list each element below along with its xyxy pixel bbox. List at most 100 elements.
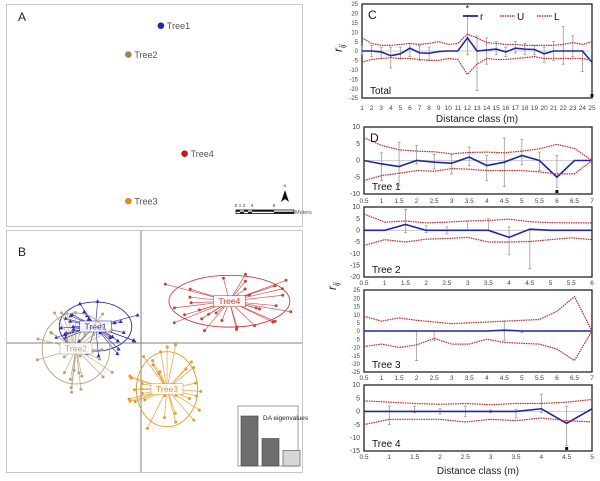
data-point bbox=[127, 397, 131, 401]
data-point bbox=[244, 272, 248, 276]
x-tick-label: 21 bbox=[550, 105, 558, 112]
y-tick-label: -10 bbox=[350, 435, 360, 442]
x-tick-label: 12 bbox=[464, 105, 472, 112]
significance-marker bbox=[590, 94, 594, 97]
x-tick-label: 4.5 bbox=[525, 280, 534, 287]
data-point bbox=[79, 387, 83, 391]
y-tick-label: 25 bbox=[353, 288, 360, 294]
x-tick-label: 2 bbox=[438, 454, 442, 461]
da-group-tree3: Tree3 bbox=[127, 343, 203, 430]
series-u-line bbox=[363, 295, 593, 332]
data-point bbox=[140, 382, 144, 386]
x-tick-label: 2.5 bbox=[430, 198, 439, 205]
x-tick-label: 3 bbox=[466, 280, 470, 287]
data-point bbox=[159, 350, 163, 354]
x-tick-label: 1 bbox=[380, 375, 384, 382]
chart-d3: 25 20 15 10 5 0 -5 -10 -15 -20 -250.5 1 1.5 2 2.5 3 3.5 4… bbox=[351, 288, 594, 382]
data-point bbox=[199, 389, 203, 393]
x-tick-label: 18 bbox=[521, 105, 529, 112]
y-tick-label: -5 bbox=[354, 174, 360, 181]
data-point bbox=[188, 287, 192, 291]
data-point bbox=[77, 301, 82, 306]
x-tick-label: 6 bbox=[590, 280, 594, 287]
data-point bbox=[54, 335, 59, 339]
tree-label: Tree2 bbox=[134, 50, 157, 60]
data-point bbox=[173, 411, 177, 415]
x-tick-label: 0.5 bbox=[359, 454, 368, 461]
y-tick-label: -10 bbox=[350, 251, 360, 258]
y-tick-label: -10 bbox=[351, 346, 360, 352]
y-tick-label: -15 bbox=[351, 354, 360, 360]
y-tick-label: 20 bbox=[351, 12, 358, 18]
data-point bbox=[68, 377, 72, 381]
x-tick-label: 5 bbox=[520, 198, 524, 205]
y-tick-label: 10 bbox=[352, 124, 360, 131]
data-point bbox=[59, 325, 64, 330]
y-tick-label: -10 bbox=[349, 68, 358, 74]
panel-b-da-plot: B Tree1 Tree2 Tree3 Tree4 DA eigenvalues bbox=[6, 230, 309, 473]
y-tick-label: -5 bbox=[354, 239, 360, 246]
y-tick-label: 5 bbox=[356, 141, 360, 148]
data-point bbox=[151, 363, 155, 367]
x-tick-label: 3 bbox=[379, 105, 383, 112]
data-point bbox=[71, 324, 76, 329]
y-tick-label: 10 bbox=[352, 204, 360, 211]
y-tick-label: 10 bbox=[352, 382, 360, 389]
chart-label: Tree 4 bbox=[372, 439, 401, 450]
scale-tick: 1 bbox=[239, 203, 242, 208]
data-point bbox=[214, 311, 218, 315]
eigen-bar bbox=[282, 450, 301, 467]
eigen-bar bbox=[261, 438, 280, 467]
scale-tick: 2 bbox=[243, 203, 246, 208]
data-point bbox=[60, 311, 64, 315]
y-tick-label: -15 bbox=[350, 263, 360, 270]
data-point bbox=[63, 371, 67, 375]
data-point bbox=[70, 312, 75, 317]
x-tick-label: 5.5 bbox=[567, 280, 576, 287]
y-tick-label: 0 bbox=[357, 329, 361, 335]
data-point bbox=[116, 346, 121, 351]
data-point bbox=[35, 358, 39, 362]
data-point bbox=[139, 387, 143, 391]
spoke-line bbox=[160, 351, 168, 390]
x-tick-label: 2 bbox=[370, 105, 374, 112]
data-point bbox=[133, 400, 137, 404]
series-r-line bbox=[364, 223, 592, 239]
data-point bbox=[53, 311, 57, 315]
y-tick-label: 10 bbox=[351, 30, 358, 36]
x-tick-label: 6 bbox=[555, 375, 559, 382]
series-r-line bbox=[362, 36, 593, 63]
y-tick-label: -10 bbox=[350, 191, 360, 198]
data-point bbox=[101, 312, 105, 316]
x-tick-label: 10 bbox=[445, 105, 453, 112]
x-tick-label: 3 bbox=[489, 454, 493, 461]
y-tick-label: -5 bbox=[354, 422, 360, 429]
spoke-line bbox=[75, 312, 77, 349]
data-point bbox=[197, 408, 201, 412]
x-tick-label: 6 bbox=[408, 105, 412, 112]
x-tick-label: 2.5 bbox=[442, 280, 451, 287]
series-u-line bbox=[361, 33, 593, 46]
data-point bbox=[142, 355, 146, 359]
data-point bbox=[151, 359, 155, 363]
north-arrow-icon: N bbox=[281, 183, 289, 202]
tree-label: Tree3 bbox=[134, 197, 157, 207]
x-tick-label: 24 bbox=[579, 105, 587, 112]
data-point bbox=[163, 282, 167, 286]
scale-tick: 0 bbox=[235, 203, 238, 208]
x-tick-label: 16 bbox=[502, 105, 510, 112]
spoke-line bbox=[71, 348, 77, 393]
data-point bbox=[174, 343, 178, 347]
x-tick-label: 5.5 bbox=[535, 375, 544, 382]
y-tick-label: -20 bbox=[351, 362, 360, 368]
series-r-line bbox=[364, 407, 593, 425]
eigen-bar bbox=[240, 415, 259, 467]
x-tick-label: 3.5 bbox=[484, 280, 493, 287]
data-point bbox=[195, 394, 199, 398]
x-tick-label: 1.5 bbox=[410, 454, 419, 461]
eigen-title: DA eigenvalues bbox=[263, 415, 309, 422]
data-point bbox=[36, 337, 40, 341]
legend-label-r: r bbox=[480, 12, 484, 23]
data-point bbox=[62, 355, 66, 359]
